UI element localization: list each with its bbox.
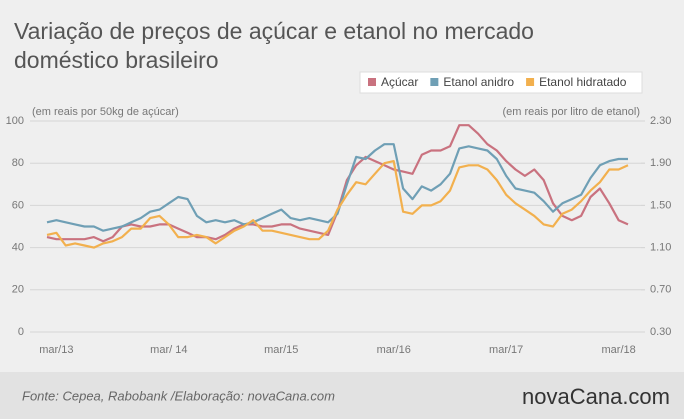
y-tick-label: 80 (12, 157, 24, 169)
legend-label: Etanol hidratado (539, 75, 627, 89)
y2-axis-label: (em reais por litro de etanol) (502, 106, 640, 118)
legend-swatch (368, 78, 376, 86)
logo: novaCana.com (522, 384, 670, 409)
legend-swatch (430, 78, 439, 86)
y2-tick-label: 1.90 (650, 157, 671, 169)
y-tick-label: 100 (6, 115, 24, 127)
x-tick-label: mar/ 14 (150, 344, 187, 356)
y-tick-label: 0 (18, 326, 24, 338)
x-tick-label: mar/17 (489, 344, 523, 356)
y-axis-label: (em reais por 50kg de açúcar) (32, 106, 179, 118)
footer (0, 372, 684, 419)
x-tick-label: mar/18 (602, 344, 636, 356)
source: Fonte: Cepea, Rabobank /Elaboração: nova… (22, 388, 335, 403)
legend-swatch (526, 78, 535, 86)
series-line (46, 160, 629, 249)
x-tick-label: mar/13 (39, 344, 73, 356)
chart-title: doméstico brasileiro (14, 47, 219, 73)
y-tick-label: 40 (12, 242, 24, 254)
legend-label: Açúcar (381, 75, 418, 89)
y-tick-label: 60 (12, 199, 24, 211)
y2-tick-label: 2.30 (650, 115, 671, 127)
chart-title: Variação de preços de açúcar e etanol no… (14, 18, 534, 44)
legend-label: Etanol anidro (443, 75, 514, 89)
legend-box (359, 71, 643, 94)
x-tick-label: mar/15 (264, 344, 298, 356)
y2-tick-label: 1.50 (650, 199, 671, 211)
x-tick-label: mar/16 (377, 344, 411, 356)
y2-tick-label: 0.70 (650, 284, 671, 296)
series-line (46, 143, 628, 232)
y-tick-label: 20 (12, 284, 24, 296)
y2-tick-label: 1.10 (650, 242, 671, 254)
y2-tick-label: 0.30 (650, 326, 671, 338)
